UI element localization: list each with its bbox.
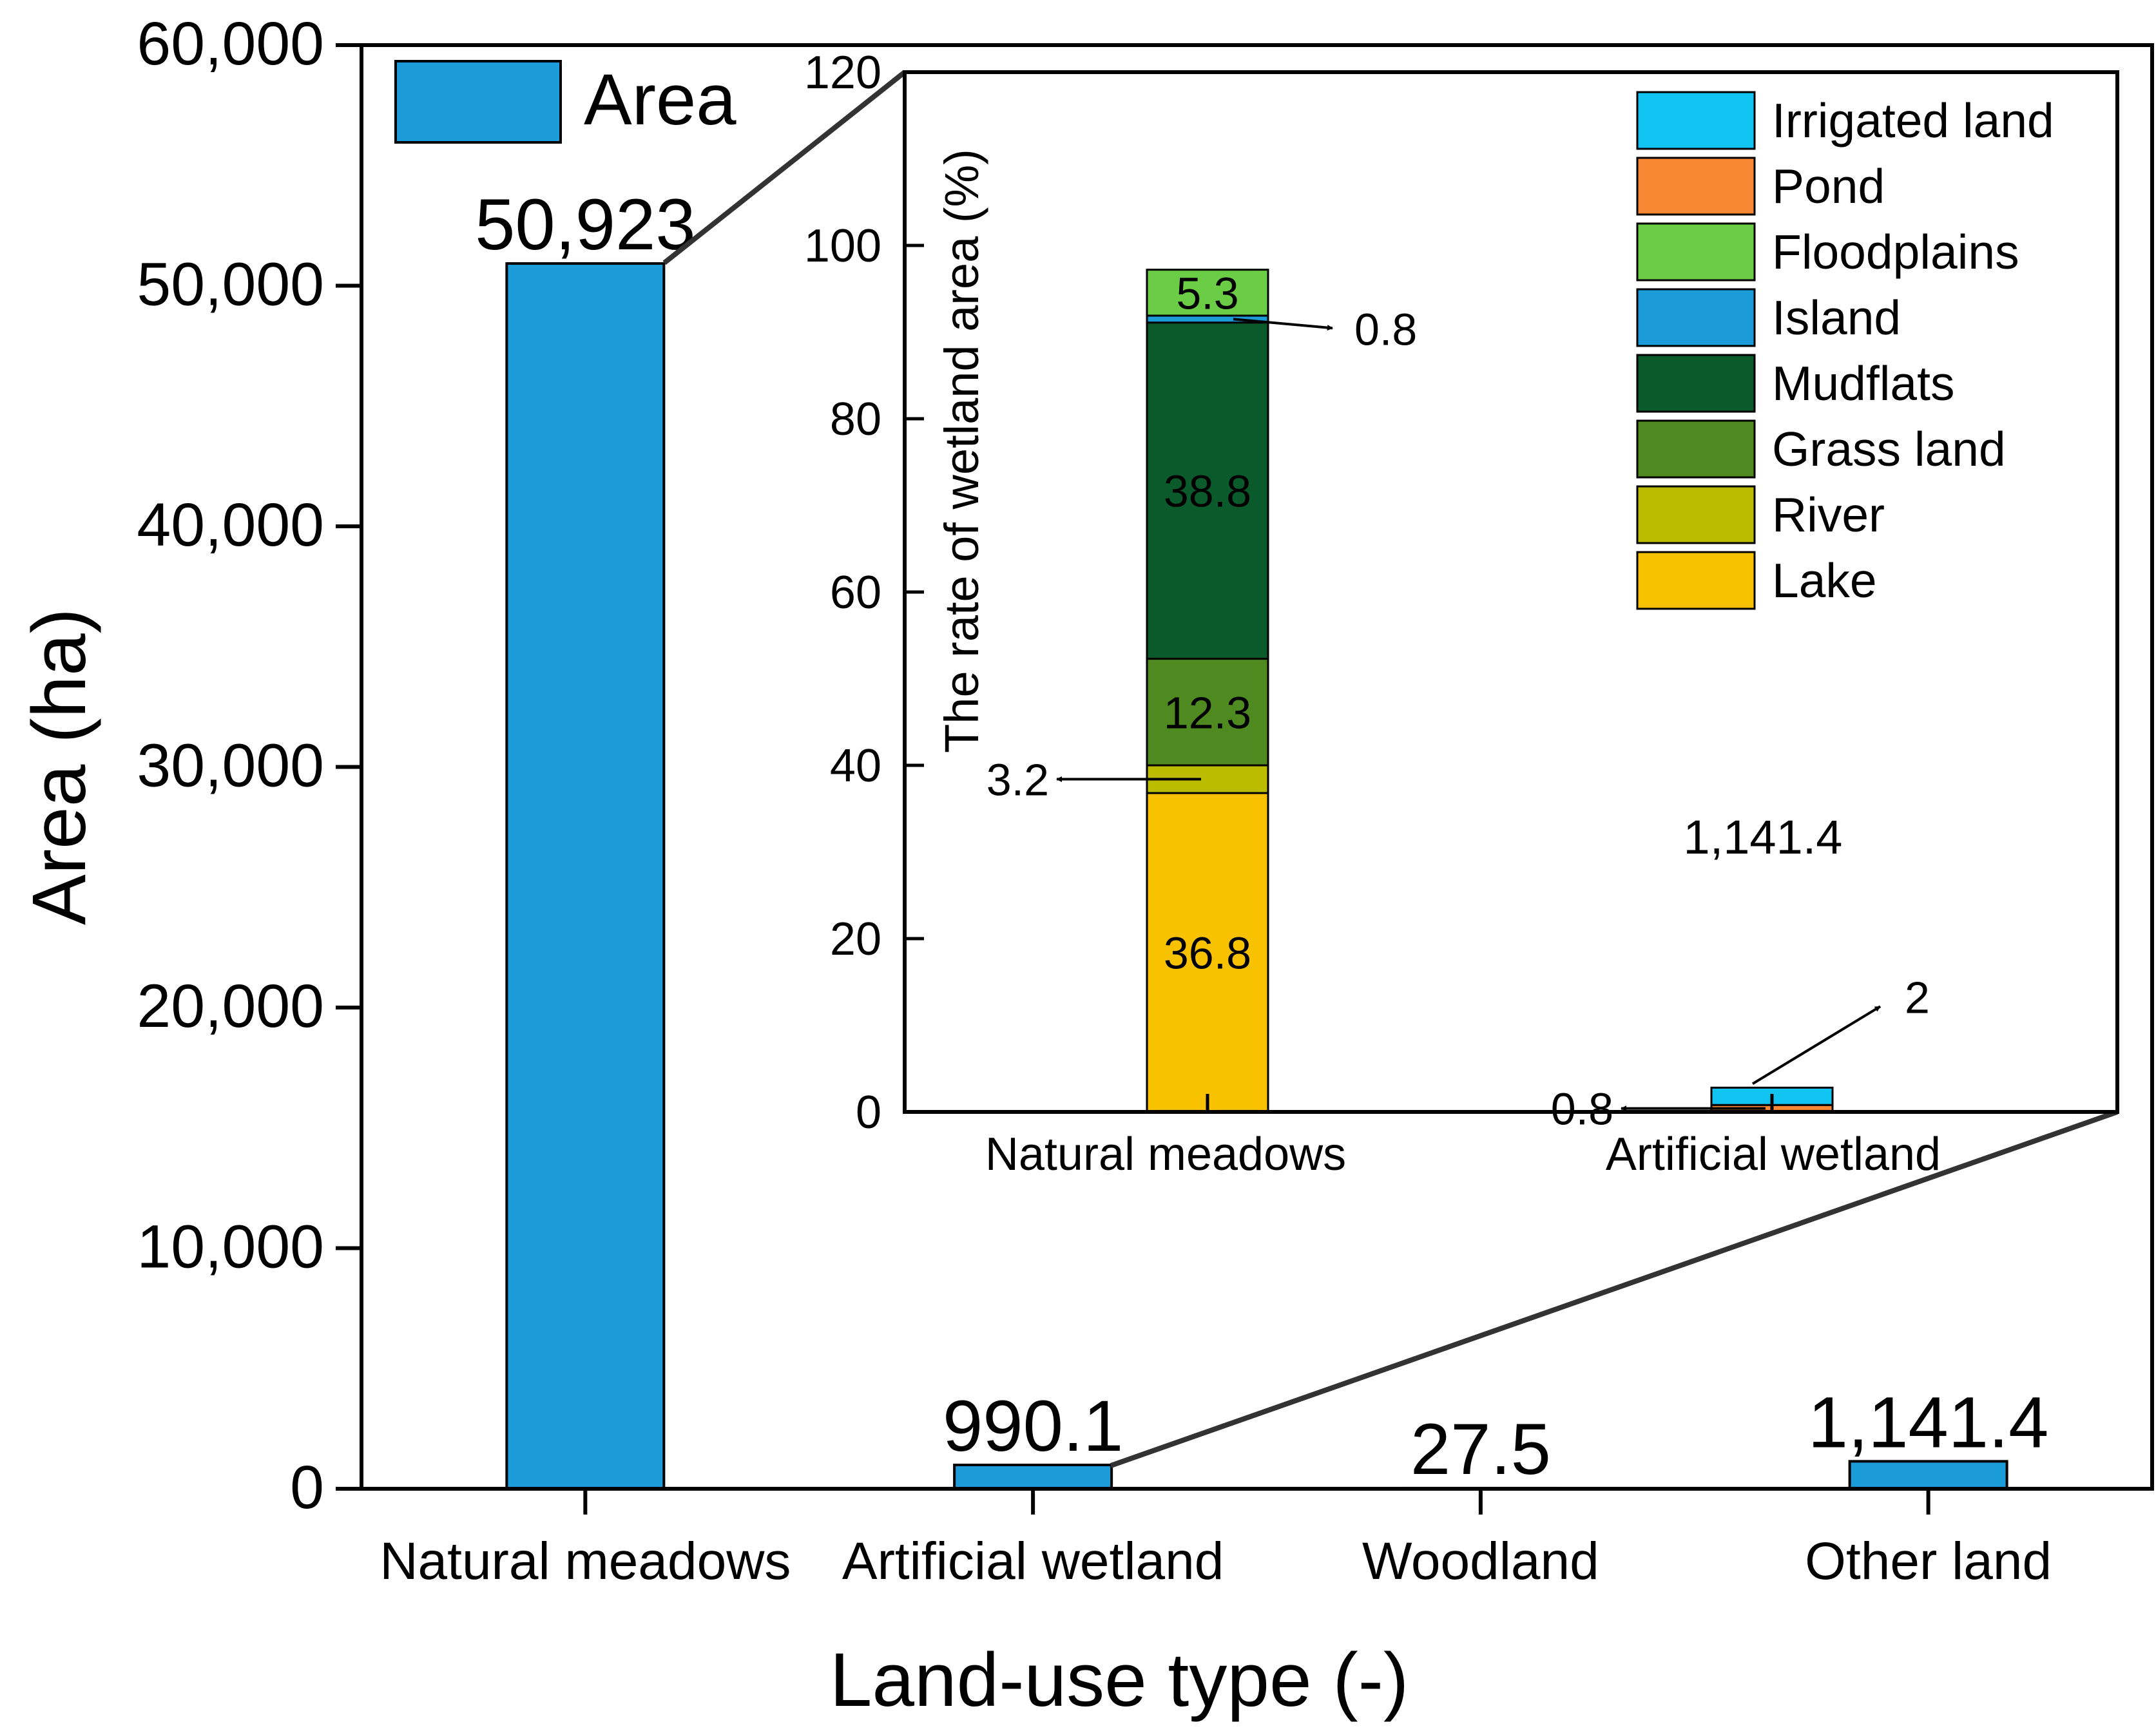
inset-legend-swatch-lake [1636,551,1756,610]
y-tick-label-10000: 10,000 [137,1213,324,1281]
zoom-connector-upper [662,70,907,265]
bar-value-label-artificial-wetland: 990.1 [943,1386,1123,1466]
main-legend-swatch-area [394,60,562,144]
inset-legend-swatch-irrigated-land [1636,91,1756,150]
inset-background [905,72,2117,1112]
inset-legend-label-mudflats: Mudflats [1772,356,1954,410]
inset-annotation-artificial-wetland-pond: 0.8 [1551,1084,1613,1134]
inset-legend-swatch-island [1636,288,1756,347]
inset-x-tick-label-natural-meadows: Natural meadows [985,1129,1346,1180]
y-tick-label-30000: 30,000 [137,732,324,800]
inset-annotation-natural-meadows-river: 3.2 [987,755,1049,805]
inset-annotation-artificial-wetland-irrigated-land-arrow [1751,1005,1882,1085]
inset-segment-natural-meadows-lake [1146,792,1269,1113]
main-y-axis-label: Area (ha) [17,608,102,925]
bar-natural-meadows [505,262,666,1490]
inset-legend-label-island: Island [1772,291,1901,345]
y-tick-label-40000: 40,000 [137,491,324,559]
inset-annotation-natural-meadows-island: 0.8 [1354,304,1417,354]
inset-annotation-natural-meadows-island-arrow [1233,318,1333,331]
inset-y-tick-label-40: 40 [830,740,881,792]
main-legend: Area [394,59,736,144]
inset-legend-label-floodplains: Floodplains [1772,225,2019,279]
inset-y-tick-label-120: 120 [804,47,881,99]
inset-plot: 0 20 40 60 80 100 120 Natural meadows Artificia… [804,47,2119,1180]
x-tick-label-woodland: Woodland [1362,1532,1599,1591]
inset-legend: Irrigated land Pond Floodplains Island Mudfl… [1636,91,2054,610]
bar-artificial-wetland [953,1464,1113,1491]
inset-legend-swatch-grass-land [1636,419,1756,479]
inset-y-tick-label-80: 80 [830,394,881,445]
x-tick-label-other-land: Other land [1805,1532,2052,1591]
inset-legend-label-river: River [1772,488,1885,542]
inset-segment-natural-meadows-floodplains [1146,269,1269,317]
inset-y-tick-label-60: 60 [830,567,881,618]
inset-segment-natural-meadows-mudflats [1146,321,1269,660]
y-tick-label-0: 0 [290,1453,324,1522]
main-plot: 50,923 990.1 27.5 1,141.4 0 10,000 20,000 30,0… [17,10,2154,1723]
inset-legend-swatch-floodplains [1636,222,1756,282]
inset-y-tick-label-20: 20 [830,913,881,965]
main-legend-label-area: Area [584,59,736,140]
inset-x-tick-label-artificial-wetland: Artificial wetland [1606,1129,1941,1180]
main-x-axis-label: Land-use type (-) [830,1638,1409,1723]
inset-legend-label-pond: Pond [1772,159,1885,213]
inset-annotation-natural-meadows-floodplains: 5.3 [1176,268,1238,318]
x-tick-label-natural-meadows: Natural meadows [380,1532,791,1591]
inset-extra-label: 1,141.4 [1684,810,1843,864]
y-tick-label-60000: 60,000 [137,10,324,78]
inset-legend-swatch-pond [1636,157,1756,216]
x-tick-label-artificial-wetland: Artificial wetland [842,1532,1224,1591]
inset-y-tick-label-0: 0 [856,1087,881,1138]
inset-y-axis-label: The rate of wetland area (%) [935,149,988,753]
y-tick-label-20000: 20,000 [137,972,324,1040]
inset-y-tick-label-100: 100 [804,220,881,272]
y-tick-label-50000: 50,000 [137,251,324,319]
inset-annotation-natural-meadows-grass-land: 12.3 [1164,687,1251,738]
bar-other-land [1848,1460,2008,1490]
bar-value-label-woodland: 27.5 [1410,1409,1551,1489]
bar-value-label-natural-meadows: 50,923 [475,184,696,265]
bar-value-label-other-land: 1,141.4 [1808,1382,2049,1462]
inset-legend-label-irrigated-land: Irrigated land [1772,93,2054,148]
inset-legend-swatch-river [1636,485,1756,544]
inset-annotation-natural-meadows-mudflats: 38.8 [1164,466,1251,517]
inset-legend-label-lake: Lake [1772,553,1877,607]
inset-legend-label-grass-land: Grass land [1772,422,2006,476]
inset-legend-swatch-mudflats [1636,354,1756,413]
inset-annotation-artificial-wetland-irrigated-land: 2 [1905,972,1930,1022]
zoom-connector-lower [1110,1109,2119,1468]
inset-annotation-natural-meadows-lake: 36.8 [1164,928,1251,979]
